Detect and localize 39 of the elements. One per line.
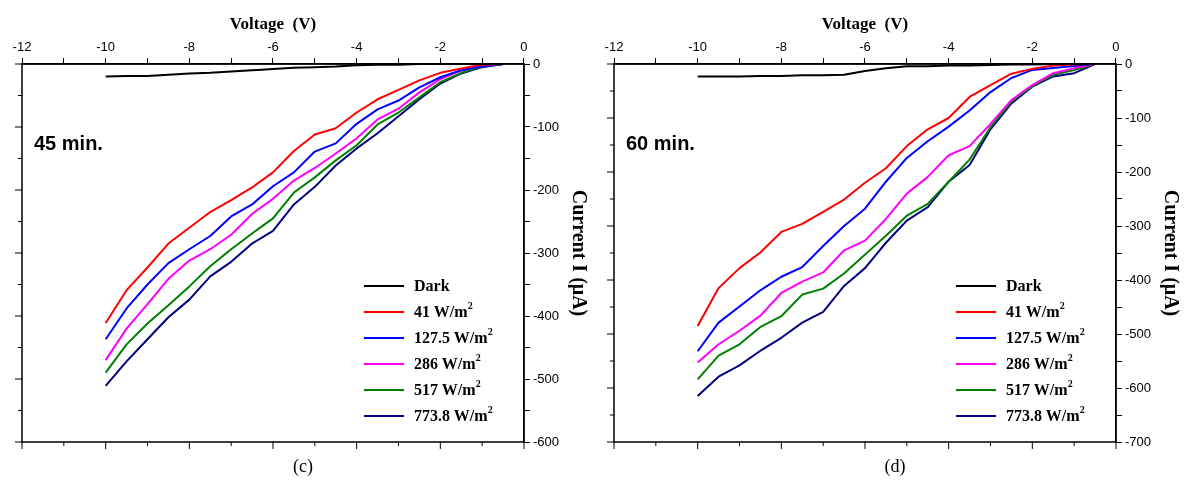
y-tick-label: -600 — [1124, 379, 1152, 395]
x-tick-label: -6 — [267, 38, 279, 54]
y-tick-label: -100 — [1124, 109, 1152, 125]
x-tick-label: -6 — [859, 38, 871, 54]
x-tick-label: -10 — [688, 38, 708, 54]
x-axis-title: Voltage (V) — [821, 13, 909, 33]
y-axis-title: Current I (μA) — [567, 189, 591, 317]
y-tick-label: 0 — [1124, 55, 1133, 71]
x-tick-label: -2 — [434, 38, 447, 54]
y-tick-label: -400 — [1124, 271, 1152, 287]
x-tick-label: -10 — [96, 38, 116, 54]
x-tick-label: -8 — [775, 38, 788, 54]
x-tick-label: -4 — [350, 38, 363, 54]
x-tick-label: -2 — [1026, 38, 1039, 54]
legend-label: Dark — [413, 277, 450, 295]
y-tick-label: 0 — [532, 55, 541, 71]
x-tick-label: 0 — [520, 38, 528, 54]
y-tick-label: -200 — [532, 181, 560, 197]
text: (d) — [884, 456, 906, 477]
x-tick-label: -4 — [942, 38, 955, 54]
x-tick-label: -12 — [604, 38, 624, 54]
annotation: 60 min. — [626, 132, 695, 154]
text: (c) — [293, 456, 313, 477]
y-tick-label: -500 — [1124, 325, 1152, 341]
x-tick-label: 0 — [1112, 38, 1120, 54]
y-tick-label: -500 — [532, 370, 560, 386]
legend-label: Dark — [1005, 277, 1042, 295]
y-tick-label: -200 — [1124, 163, 1152, 179]
y-tick-label: -300 — [532, 244, 560, 260]
y-tick-label: -300 — [1124, 217, 1152, 233]
x-axis-title: Voltage (V) — [229, 13, 317, 33]
y-axis-title: Current I (μA) — [1159, 189, 1183, 317]
x-tick-label: -8 — [183, 38, 196, 54]
y-tick-label: -700 — [1124, 433, 1152, 449]
y-tick-label: -400 — [532, 307, 560, 323]
annotation: 45 min. — [34, 132, 103, 154]
y-tick-label: -600 — [532, 433, 560, 449]
y-tick-label: -100 — [532, 118, 560, 134]
x-tick-label: -12 — [12, 38, 32, 54]
